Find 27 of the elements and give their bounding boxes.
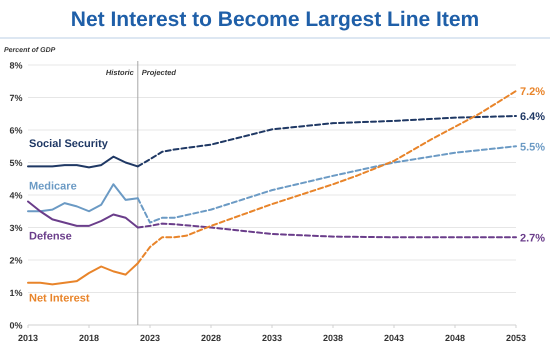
x-tick-label: 2023 (140, 333, 160, 343)
series-label: Medicare (29, 180, 77, 192)
y-tick-label: 5% (9, 158, 23, 168)
data-label: 2.7% (520, 232, 546, 244)
series-label: Social Security (29, 138, 109, 150)
series-label: Defense (29, 230, 72, 243)
y-tick-label: 6% (9, 126, 23, 136)
y-tick-label: 1% (9, 288, 23, 298)
x-tick-label: 2028 (200, 333, 222, 343)
x-tick-label: 2038 (322, 333, 344, 343)
chart-title: Net Interest to Become Largest Line Item (70, 8, 480, 31)
x-tick-label: 2053 (506, 333, 526, 343)
y-tick-label: 4% (9, 190, 23, 200)
x-tick-label: 2048 (444, 333, 466, 343)
x-tick-label: 2033 (262, 333, 282, 343)
y-tick-label: 3% (9, 223, 23, 233)
series-label: Net Interest (29, 292, 90, 304)
y-tick-label: 7% (9, 93, 23, 103)
data-label: 5.5% (520, 141, 546, 154)
data-label: 7.2% (520, 86, 546, 98)
x-tick-label: 2018 (78, 333, 100, 343)
data-label: 6.4% (520, 111, 546, 124)
x-tick-label: 2013 (18, 333, 38, 343)
y-tick-label: 0% (9, 320, 23, 330)
x-tick-label: 2043 (384, 333, 404, 343)
y-tick-label: 2% (9, 256, 23, 266)
y-tick-label: 8% (9, 60, 23, 70)
